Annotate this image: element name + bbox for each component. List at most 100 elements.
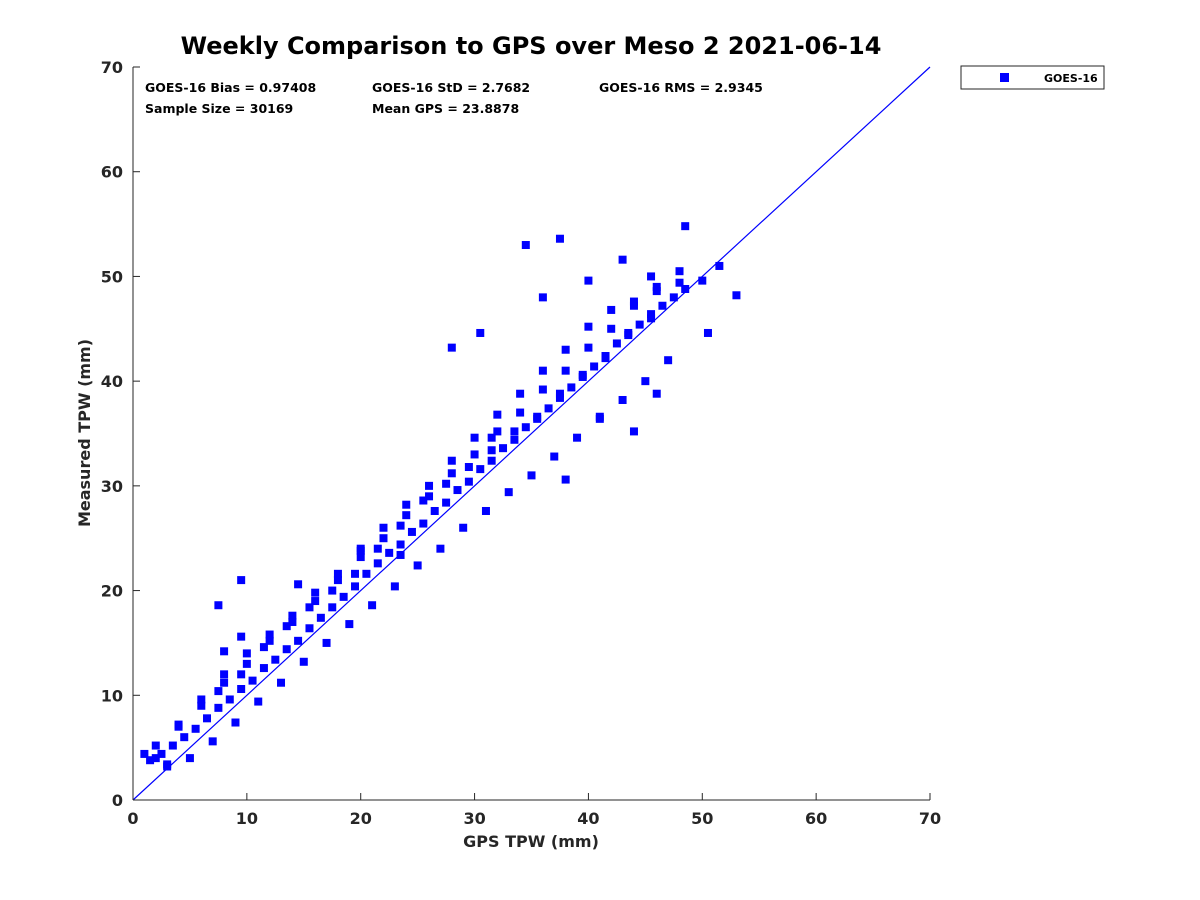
data-point bbox=[385, 548, 394, 557]
data-point bbox=[379, 523, 388, 532]
data-point bbox=[425, 492, 434, 501]
data-point bbox=[277, 678, 286, 687]
data-point bbox=[516, 408, 525, 417]
data-point bbox=[629, 427, 638, 436]
data-point bbox=[487, 456, 496, 465]
data-point bbox=[595, 412, 604, 421]
y-tick-label: 70 bbox=[101, 58, 123, 77]
data-point bbox=[578, 370, 587, 379]
data-point bbox=[521, 423, 530, 432]
data-point bbox=[396, 521, 405, 530]
data-point bbox=[356, 553, 365, 562]
data-point bbox=[271, 655, 280, 664]
data-point bbox=[413, 561, 422, 570]
y-tick-label: 30 bbox=[101, 477, 123, 496]
x-ticks: 0 10 20 30 40 50 60 70 bbox=[127, 793, 941, 828]
data-point bbox=[220, 647, 229, 656]
data-point bbox=[652, 287, 661, 296]
data-point bbox=[561, 345, 570, 354]
data-point bbox=[516, 389, 525, 398]
data-point bbox=[396, 540, 405, 549]
data-point bbox=[254, 697, 263, 706]
stat-bias: GOES-16 Bias = 0.97408 bbox=[145, 80, 316, 95]
data-point bbox=[601, 354, 610, 363]
data-point bbox=[442, 498, 451, 507]
data-point bbox=[652, 389, 661, 398]
data-point bbox=[464, 477, 473, 486]
data-point bbox=[481, 506, 490, 515]
data-point bbox=[618, 395, 627, 404]
data-point bbox=[220, 678, 229, 687]
data-point bbox=[527, 471, 536, 480]
data-point bbox=[339, 592, 348, 601]
data-point bbox=[311, 588, 320, 597]
y-tick-label: 50 bbox=[101, 267, 123, 286]
y-tick-label: 0 bbox=[112, 791, 123, 810]
data-point bbox=[521, 241, 530, 250]
data-point bbox=[208, 737, 217, 746]
data-point bbox=[316, 613, 325, 622]
x-tick-label: 60 bbox=[805, 809, 827, 828]
data-point bbox=[470, 450, 479, 459]
data-point bbox=[555, 393, 564, 402]
data-point bbox=[715, 261, 724, 270]
data-point bbox=[629, 297, 638, 306]
data-point bbox=[157, 749, 166, 758]
data-point bbox=[237, 632, 246, 641]
data-point bbox=[607, 305, 616, 314]
data-point bbox=[220, 670, 229, 679]
stats-annotation: GOES-16 Bias = 0.97408 GOES-16 StD = 2.7… bbox=[145, 80, 763, 116]
data-point bbox=[197, 701, 206, 710]
data-point bbox=[396, 550, 405, 559]
x-tick-label: 50 bbox=[691, 809, 713, 828]
data-point bbox=[618, 255, 627, 264]
y-axis-label: Measured TPW (mm) bbox=[75, 339, 94, 527]
data-point bbox=[351, 569, 360, 578]
data-point bbox=[248, 676, 257, 685]
data-point bbox=[368, 601, 377, 610]
data-point bbox=[538, 385, 547, 394]
data-point bbox=[305, 624, 314, 633]
data-point bbox=[703, 328, 712, 337]
legend-box bbox=[960, 65, 1105, 90]
data-point bbox=[555, 389, 564, 398]
data-point bbox=[282, 622, 291, 631]
y-tick-label: 20 bbox=[101, 582, 123, 601]
data-point bbox=[151, 754, 160, 763]
y-tick-label: 60 bbox=[101, 163, 123, 182]
data-point bbox=[510, 435, 519, 444]
data-point bbox=[476, 465, 485, 474]
data-point bbox=[584, 343, 593, 352]
data-point bbox=[538, 293, 547, 302]
data-point bbox=[504, 488, 513, 497]
data-point bbox=[499, 444, 508, 453]
data-point bbox=[345, 620, 354, 629]
data-point bbox=[647, 314, 656, 323]
data-point bbox=[629, 301, 638, 310]
legend-marker-square-icon bbox=[1000, 73, 1009, 82]
data-point bbox=[607, 324, 616, 333]
one-to-one-reference-line bbox=[132, 66, 931, 801]
data-point bbox=[151, 741, 160, 750]
legend: GOES-16 bbox=[960, 65, 1105, 90]
data-point bbox=[493, 410, 502, 419]
data-point bbox=[379, 534, 388, 543]
data-point bbox=[550, 452, 559, 461]
data-point bbox=[635, 320, 644, 329]
data-point bbox=[464, 463, 473, 472]
data-point bbox=[567, 383, 576, 392]
data-point bbox=[407, 527, 416, 536]
data-point bbox=[732, 291, 741, 300]
data-point bbox=[242, 659, 251, 668]
data-point bbox=[681, 222, 690, 231]
data-point bbox=[544, 404, 553, 413]
x-axis-label: GPS TPW (mm) bbox=[463, 832, 599, 851]
data-points bbox=[140, 222, 741, 771]
data-point bbox=[146, 756, 155, 765]
stat-rms: GOES-16 RMS = 2.9345 bbox=[599, 80, 763, 95]
data-point bbox=[487, 446, 496, 455]
data-point bbox=[419, 519, 428, 528]
data-point bbox=[214, 601, 223, 610]
data-point bbox=[180, 733, 189, 742]
